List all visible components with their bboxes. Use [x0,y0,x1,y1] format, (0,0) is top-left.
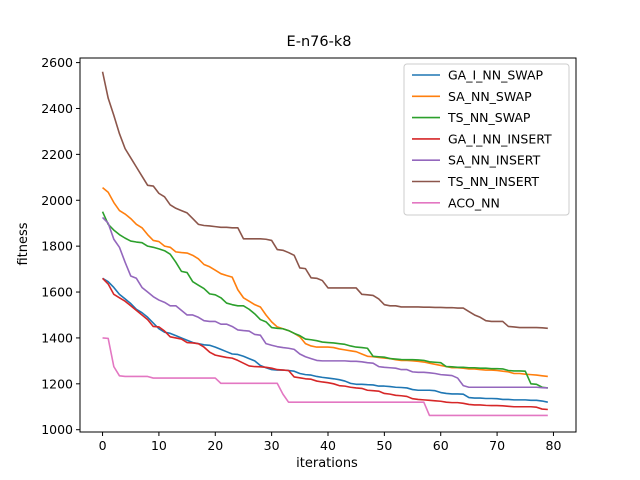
legend-label: TS_NN_SWAP [447,110,531,125]
y-tick-label: 2200 [41,147,73,162]
x-axis-label: iterations [296,456,358,471]
y-axis-ticks: 1000 1200 1400 1600 1800 2000 2200 2400 2600 [41,55,80,437]
y-tick-label: 2000 [41,193,73,208]
legend-label: ACO_NN [448,195,500,210]
series-line-aco-nn [102,337,548,417]
series-line-ts-nn-insert [101,71,548,330]
series-line-sa-nn-swap [102,187,548,378]
y-tick-label: 1200 [41,376,73,391]
legend-label: SA_NN_SWAP [448,89,532,104]
x-tick-label: 70 [489,438,505,453]
y-tick-label: 2600 [41,55,73,70]
y-tick-label: 1600 [41,285,73,300]
plot-area: 0 10 20 30 40 50 60 70 80 1000 1200 1400 1600 1800 20… [41,55,577,453]
series-line-ga-i-nn-swap [102,277,548,403]
legend: GA_I_NN_SWAP SA_NN_SWAP TS_NN_SWAP GA_I_NN_… [403,63,570,216]
legend-label: GA_I_NN_INSERT [448,131,552,146]
series-lines [101,71,548,417]
y-tick-label: 1000 [41,422,73,437]
legend-label: TS_NN_INSERT [447,174,539,189]
x-tick-label: 30 [264,438,280,453]
series-line-ga-i-nn-insert [101,277,548,411]
x-tick-label: 0 [99,438,107,453]
series-line-ts-nn-swap [101,211,548,389]
legend-label: SA_NN_INSERT [448,153,541,168]
y-tick-label: 1400 [41,330,73,345]
x-tick-label: 80 [546,438,562,453]
series-line-sa-nn-insert [101,216,548,389]
x-axis-ticks: 0 10 20 30 40 50 60 70 80 [99,432,562,453]
legend-entries: GA_I_NN_SWAP SA_NN_SWAP TS_NN_SWAP GA_I_NN_… [412,68,552,210]
legend-label: GA_I_NN_SWAP [448,68,544,83]
x-tick-label: 10 [151,438,167,453]
chart-title: E-n76-k8 [287,34,352,50]
y-tick-label: 1800 [41,239,73,254]
y-tick-label: 2400 [41,101,73,116]
y-axis-label: fitness [16,222,31,265]
x-tick-label: 20 [207,438,223,453]
x-tick-label: 60 [433,438,449,453]
legend-box [403,63,570,216]
x-tick-label: 40 [320,438,336,453]
x-tick-label: 50 [376,438,392,453]
